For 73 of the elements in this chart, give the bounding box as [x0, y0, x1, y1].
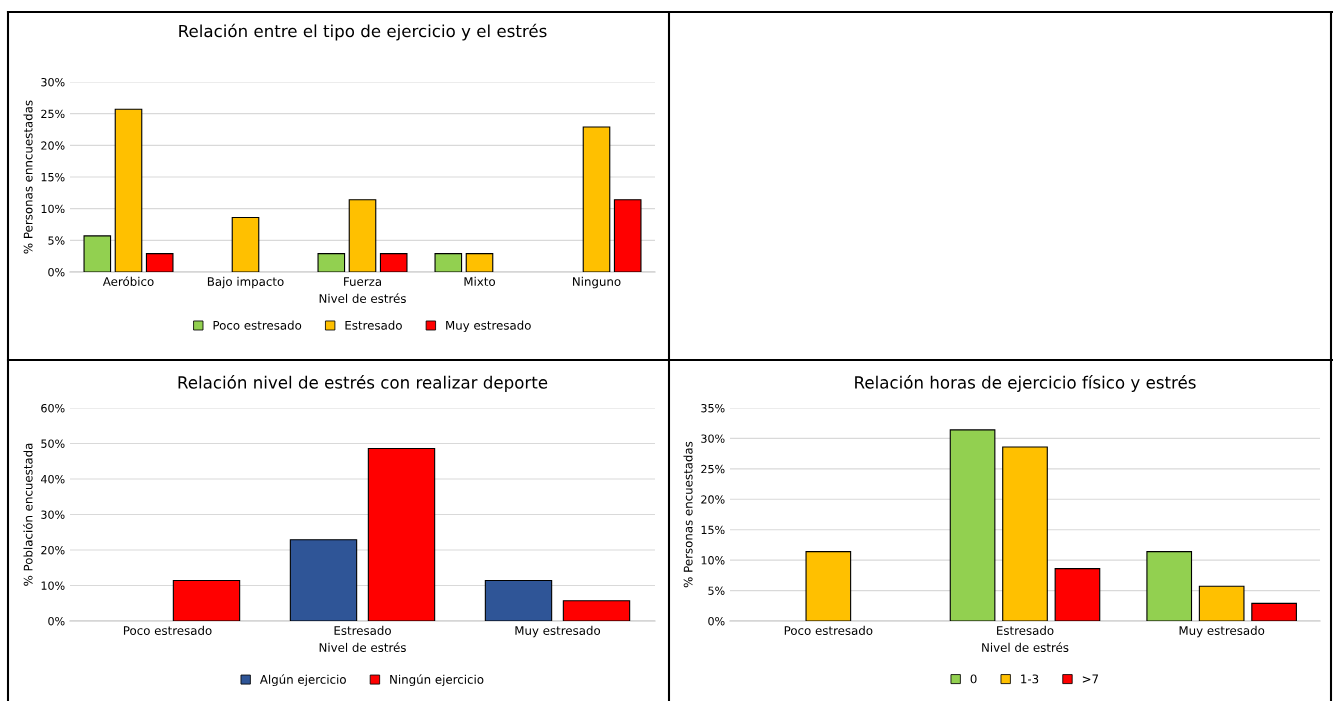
bar — [289, 539, 358, 621]
chart-title: Relación nivel de estrés con realizar deporte — [178, 375, 548, 392]
y-tick-label: 15% — [701, 525, 725, 535]
x-tick-label: Estresado — [997, 625, 1054, 635]
bar — [231, 216, 260, 272]
legend-label: 0 — [970, 674, 977, 684]
legend-label: Estresado — [345, 320, 402, 330]
bar — [317, 253, 346, 272]
x-tick-label: Muy estresado — [515, 625, 601, 638]
y-tick-label: 0% — [708, 616, 725, 626]
x-tick-label: Bajo impacto — [207, 276, 284, 289]
bar — [1146, 551, 1193, 621]
x-tick-label: Poco estresado — [784, 625, 873, 635]
y-axis-title: % Población encuestada — [22, 443, 33, 586]
y-tick-label: 25% — [701, 464, 725, 474]
bar — [484, 579, 553, 621]
bar — [83, 235, 112, 272]
x-tick-label: Mixto — [464, 276, 496, 286]
bar — [465, 253, 494, 272]
bar — [949, 429, 996, 621]
legend-label: Muy estresado — [446, 320, 531, 333]
y-tick-label: 5% — [708, 586, 725, 595]
y-tick-label: 5% — [48, 236, 65, 245]
bar — [379, 253, 408, 272]
y-tick-label: 50% — [41, 439, 65, 448]
y-tick-label: 10% — [41, 581, 65, 590]
y-tick-label: 0% — [48, 267, 65, 277]
x-tick-label: Estresado — [334, 625, 391, 635]
legend-label: Algún ejercicio — [259, 674, 346, 687]
y-axis-title: % Personas enncuestadas — [23, 100, 33, 254]
x-axis-title: Nivel de estrés — [319, 642, 406, 652]
y-tick-label: 20% — [41, 141, 65, 150]
x-tick-label: Aeróbico — [102, 276, 154, 286]
x-axis-title: Nivel de estrés — [319, 293, 406, 303]
y-tick-label: 60% — [41, 403, 65, 413]
legend-label: 1-3 — [1021, 674, 1039, 684]
y-tick-label: 30% — [41, 510, 65, 519]
legend-label: Ningún ejercicio — [390, 674, 484, 687]
chart-title: Relación horas de ejercicio físico y estrés — [855, 375, 1196, 392]
chart-title: Relación entre el tipo de ejercicio y el estrés — [179, 23, 547, 41]
bar — [172, 579, 241, 621]
legend-label: Poco estresado — [213, 320, 302, 330]
y-tick-label: 15% — [41, 172, 65, 182]
y-tick-label: 35% — [701, 403, 725, 413]
bar — [1002, 446, 1048, 621]
bar — [805, 551, 852, 621]
bar — [1054, 568, 1101, 621]
y-tick-label: 30% — [701, 434, 725, 443]
y-tick-label: 40% — [40, 474, 65, 484]
legend-label: >7 — [1082, 674, 1099, 684]
bar — [114, 108, 143, 272]
y-tick-label: 20% — [701, 495, 725, 504]
bar — [582, 126, 611, 272]
bar — [434, 253, 463, 272]
x-tick-label: Poco estresado — [123, 625, 212, 635]
y-axis-title: % Personas encuestadas — [683, 441, 693, 588]
bar — [1198, 585, 1245, 621]
bar — [562, 600, 631, 621]
y-tick-label: 10% — [41, 204, 65, 214]
y-tick-label: 20% — [41, 545, 65, 555]
bar — [367, 447, 436, 621]
bar — [613, 199, 642, 272]
y-tick-label: 25% — [41, 109, 65, 119]
x-tick-label: Ninguno — [573, 276, 621, 289]
x-tick-label: Fuerza — [344, 277, 382, 286]
bar — [348, 199, 377, 272]
bar — [145, 253, 174, 272]
bar — [1251, 602, 1297, 621]
y-tick-label: 30% — [41, 77, 65, 87]
y-tick-label: 10% — [701, 556, 725, 565]
x-axis-title: Nivel de estrés — [982, 642, 1069, 652]
y-tick-label: 0% — [48, 616, 65, 626]
x-tick-label: Muy estresado — [1179, 625, 1265, 638]
